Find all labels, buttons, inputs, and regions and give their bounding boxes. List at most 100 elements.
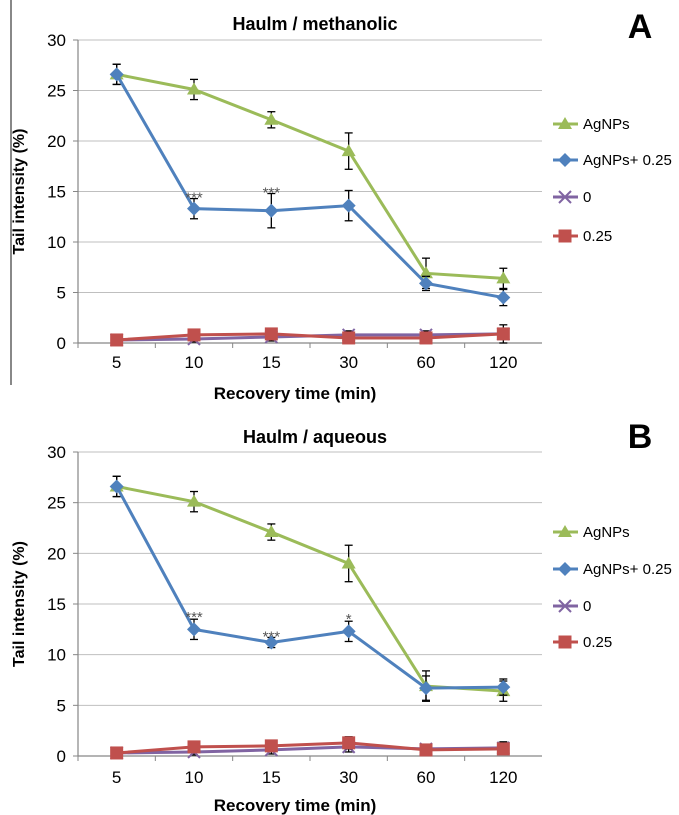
data-point bbox=[187, 201, 201, 216]
y-tick-label: 0 bbox=[57, 747, 66, 766]
legend-item: 0 bbox=[553, 598, 591, 615]
legend-label: AgNPs bbox=[583, 116, 630, 133]
series-line bbox=[116, 72, 504, 280]
y-tick-label: 25 bbox=[47, 494, 66, 513]
legend-item: AgNPs bbox=[553, 524, 630, 541]
chart-panel-b: 0 5 10 15 20 25 30 5 10 15 30 60 120 Haulm / aqueous R… bbox=[11, 418, 672, 815]
significance-annotation: * bbox=[346, 611, 352, 628]
series-agnps-0-25 bbox=[109, 63, 511, 307]
y-tick-label: 20 bbox=[47, 544, 66, 563]
series-line bbox=[115, 485, 504, 690]
data-point bbox=[187, 494, 201, 507]
legend-marker bbox=[558, 153, 572, 167]
series-agnps-0-25 bbox=[109, 475, 511, 701]
significance-annotation: *** bbox=[185, 190, 203, 207]
x-tick-label: 15 bbox=[262, 353, 281, 372]
data-point bbox=[341, 198, 356, 213]
data-point bbox=[496, 271, 511, 284]
x-tick-label: 30 bbox=[339, 768, 358, 787]
legend-label: AgNPs+ 0.25 bbox=[583, 561, 672, 578]
gridlines bbox=[78, 451, 542, 706]
series-0-25 bbox=[110, 324, 510, 347]
y-tick-label: 0 bbox=[57, 334, 66, 353]
legend-label: 0.25 bbox=[583, 228, 612, 245]
legend-item: AgNPs+ 0.25 bbox=[553, 152, 672, 169]
legend: AgNPs AgNPs+ 0.25 0 0.25 bbox=[553, 116, 672, 245]
data-point bbox=[264, 635, 279, 650]
y-tick-label: 30 bbox=[47, 31, 66, 50]
data-point bbox=[109, 479, 124, 494]
x-tick-label: 60 bbox=[417, 353, 436, 372]
data-point bbox=[341, 144, 356, 157]
legend-marker bbox=[558, 117, 572, 129]
data-point bbox=[419, 743, 433, 757]
x-axis-label: Recovery time (min) bbox=[214, 796, 377, 815]
legend-item: AgNPs bbox=[553, 116, 630, 133]
series-line bbox=[116, 741, 504, 755]
y-tick-label: 10 bbox=[47, 646, 66, 665]
y-tick-label: 5 bbox=[57, 696, 66, 715]
data-point bbox=[187, 622, 201, 637]
chart-title: Haulm / methanolic bbox=[232, 14, 397, 34]
data-point bbox=[496, 680, 511, 695]
x-tick-label: 60 bbox=[417, 768, 436, 787]
legend-label: 0.25 bbox=[583, 634, 612, 651]
x-tick-label: 10 bbox=[185, 768, 204, 787]
legend-item: 0.25 bbox=[553, 634, 612, 651]
x-tick-label: 30 bbox=[339, 353, 358, 372]
y-tick-label: 10 bbox=[47, 233, 66, 252]
data-point bbox=[110, 333, 124, 347]
data-point bbox=[187, 82, 201, 95]
data-point bbox=[109, 67, 124, 82]
legend-marker bbox=[558, 525, 572, 537]
data-point bbox=[264, 203, 279, 218]
series-agnps bbox=[109, 63, 511, 290]
legend-marker bbox=[558, 599, 572, 613]
legend-label: AgNPs+ 0.25 bbox=[583, 152, 672, 169]
legend-item: 0 bbox=[553, 189, 591, 206]
data-point bbox=[264, 739, 278, 753]
legend-marker bbox=[558, 635, 572, 649]
panel-letter: A bbox=[628, 8, 653, 46]
legend-marker bbox=[558, 562, 572, 576]
legend: AgNPs AgNPs+ 0.25 0 0.25 bbox=[553, 524, 672, 651]
legend-marker bbox=[558, 229, 572, 243]
series-agnps bbox=[109, 475, 511, 702]
panel-letter: B bbox=[628, 418, 653, 456]
data-point bbox=[496, 290, 511, 305]
y-axis-label: Tail intensity (%) bbox=[11, 541, 28, 667]
series-0-25 bbox=[110, 736, 510, 760]
x-tick-label: 120 bbox=[489, 353, 517, 372]
x-tick-label: 5 bbox=[112, 768, 121, 787]
data-point bbox=[419, 331, 433, 345]
x-tick-label: 5 bbox=[112, 353, 121, 372]
legend-label: AgNPs bbox=[583, 524, 630, 541]
series-line bbox=[115, 73, 504, 300]
legend-marker bbox=[558, 190, 572, 204]
y-axis-label: Tail intensity (%) bbox=[11, 129, 28, 255]
y-tick-label: 25 bbox=[47, 82, 66, 101]
gridlines bbox=[78, 39, 542, 293]
chart-title: Haulm / aqueous bbox=[243, 427, 387, 447]
data-point bbox=[264, 525, 279, 538]
x-tick-label: 15 bbox=[262, 768, 281, 787]
data-point bbox=[341, 624, 356, 639]
data-point bbox=[419, 266, 433, 279]
data-point bbox=[341, 556, 356, 569]
data-point bbox=[110, 746, 124, 760]
data-point bbox=[419, 276, 433, 291]
legend-marker-stroke bbox=[558, 190, 572, 204]
legend-marker-stroke bbox=[558, 599, 572, 613]
legend-label: 0 bbox=[583, 598, 591, 615]
y-tick-label: 30 bbox=[47, 443, 66, 462]
data-point bbox=[496, 327, 510, 341]
data-point bbox=[496, 742, 510, 756]
data-point bbox=[419, 681, 433, 696]
data-point bbox=[187, 740, 201, 754]
y-tick-label: 5 bbox=[57, 284, 66, 303]
data-point bbox=[342, 331, 356, 345]
legend-item: AgNPs+ 0.25 bbox=[553, 561, 672, 578]
x-tick-label: 10 bbox=[185, 353, 204, 372]
chart-panel-a: 0 5 10 15 20 25 30 5 10 15 30 60 120 Haulm / methanol… bbox=[11, 8, 672, 403]
